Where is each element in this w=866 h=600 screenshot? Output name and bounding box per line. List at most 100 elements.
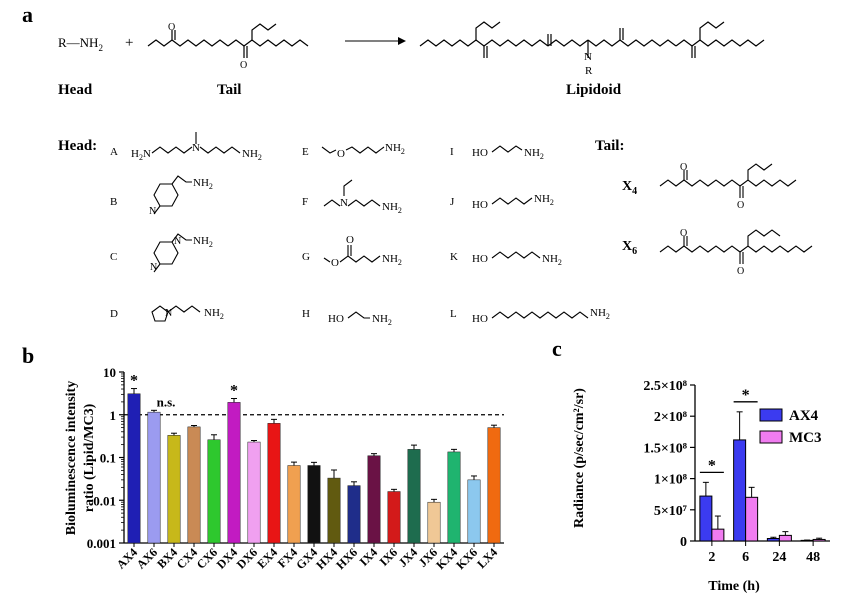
- bar-ix4: [367, 455, 381, 544]
- head-a-structure: [151, 132, 241, 154]
- head-g-o: O: [331, 257, 339, 269]
- panel-a-label: a: [22, 2, 33, 27]
- bar-mc3-24h: [778, 534, 792, 542]
- x-tick-label: 2: [708, 550, 715, 565]
- y-tick-label: 0.1: [100, 451, 116, 466]
- head-label-a: A: [110, 146, 118, 158]
- head-label-c: C: [110, 251, 117, 263]
- tail-x4-o: O: [737, 200, 744, 211]
- product-r-group: R: [585, 65, 593, 77]
- head-label-j: J: [450, 196, 455, 208]
- bar-kx6: [467, 479, 481, 544]
- bar-ax4-24h: [766, 538, 780, 542]
- head-e-structure: [321, 146, 385, 154]
- bar-ix6: [387, 491, 401, 544]
- x-tick-label: 48: [806, 550, 820, 565]
- row-head-label: Head: [58, 82, 93, 98]
- head-h-nh2: NH2: [372, 313, 392, 327]
- bar-dx4: [227, 402, 241, 544]
- tail-x6-label: X6: [622, 239, 637, 257]
- x-tick-label: LX4: [474, 545, 500, 571]
- head-label-d: D: [110, 308, 118, 320]
- legend-swatch-mc3: [759, 430, 783, 444]
- tail-structure-reactant: [147, 23, 309, 58]
- panel-c-label: c: [552, 336, 562, 361]
- panel-b-ylabel-line1: Bioluminescence intensity: [64, 381, 79, 535]
- head-c-n: N: [174, 236, 181, 247]
- head-c-structure: [153, 233, 192, 273]
- head-l-structure: [491, 311, 589, 319]
- head-a-nh2: NH2: [242, 148, 262, 162]
- tail-x4-label: X4: [622, 179, 637, 197]
- x-tick-label: IX4: [357, 545, 381, 569]
- head-label-e: E: [302, 146, 309, 158]
- bar-lx4: [487, 427, 501, 544]
- tail-x6-structure: [659, 229, 813, 264]
- legend-label-mc3: MC3: [789, 430, 822, 446]
- y-tick-label: 2.5×10⁸: [643, 379, 687, 394]
- tail-x4-structure: [659, 163, 797, 198]
- head-b-structure: [153, 175, 192, 215]
- y-tick-label: 0.01: [93, 493, 116, 508]
- bar-mc3-6h: [745, 496, 759, 542]
- tail-x6-o: O: [680, 228, 687, 239]
- bar-jx4: [407, 449, 421, 544]
- head-a-n: N: [192, 142, 200, 154]
- y-tick-label: 1.5×10⁸: [643, 441, 687, 456]
- row-tail-label: Tail: [217, 82, 241, 98]
- head-h-ho: HO: [328, 313, 344, 325]
- head-i-structure: [491, 145, 523, 153]
- head-f-structure: [323, 179, 381, 207]
- tail-x6-o: O: [737, 266, 744, 277]
- panel-c-ylabel: Radiance (p/sec/cm²/sr): [572, 388, 587, 528]
- head-k-nh2: NH2: [542, 253, 562, 267]
- head-j-ho: HO: [472, 199, 488, 211]
- row-product-label: Lipidoid: [566, 82, 622, 98]
- significance-ns: n.s.: [157, 394, 176, 409]
- head-formula: R—NH2: [58, 35, 103, 53]
- bar-mc3-48h: [812, 538, 826, 542]
- tail-o-atom: O: [240, 60, 247, 71]
- bar-ex4: [267, 423, 281, 544]
- head-label-i: I: [450, 146, 454, 158]
- y-tick-label: 1: [110, 408, 117, 423]
- y-tick-label: 1×10⁸: [654, 473, 687, 488]
- panel-b-label: b: [22, 343, 34, 368]
- y-tick-label: 5×10⁷: [654, 504, 687, 519]
- bar-dx6: [247, 441, 261, 544]
- head-d-structure: [151, 305, 201, 322]
- head-h-structure: [347, 311, 370, 319]
- head-c-n: N: [150, 262, 157, 273]
- head-c-nh2: NH2: [193, 235, 213, 249]
- head-j-nh2: NH2: [534, 193, 554, 207]
- head-d-nh2: NH2: [204, 307, 224, 321]
- x-tick-label: 24: [772, 550, 786, 565]
- panel-b-ylabel-line2: ratio (Lipid/MC3): [82, 403, 97, 512]
- y-tick-label: 0: [680, 535, 687, 550]
- head-i-ho: HO: [472, 147, 488, 159]
- x-tick-label: 6: [742, 550, 749, 565]
- head-k-structure: [491, 251, 541, 259]
- product-n-atom: N: [584, 51, 592, 63]
- bar-bx4: [167, 435, 181, 544]
- head-label-b: B: [110, 196, 117, 208]
- head-label-g: G: [302, 251, 310, 263]
- heads-title: Head:: [58, 138, 97, 154]
- bar-fx4: [287, 465, 301, 544]
- bar-mc3-2h: [711, 528, 725, 542]
- head-l-ho: HO: [472, 313, 488, 325]
- head-label-h: H: [302, 308, 310, 320]
- y-tick-label: 2×10⁸: [654, 410, 687, 425]
- head-b-n: N: [149, 206, 156, 217]
- bar-ax6: [147, 411, 161, 544]
- head-j-structure: [491, 197, 533, 205]
- head-g-nh2: NH2: [382, 253, 402, 267]
- tails-title: Tail:: [595, 138, 624, 154]
- head-label-l: L: [450, 308, 457, 320]
- legend-swatch-ax4: [759, 408, 783, 422]
- significance-star: *: [742, 387, 750, 404]
- head-b-nh2: NH2: [193, 177, 213, 191]
- legend-label-ax4: AX4: [789, 408, 819, 424]
- lipidoid-structure: [419, 21, 765, 58]
